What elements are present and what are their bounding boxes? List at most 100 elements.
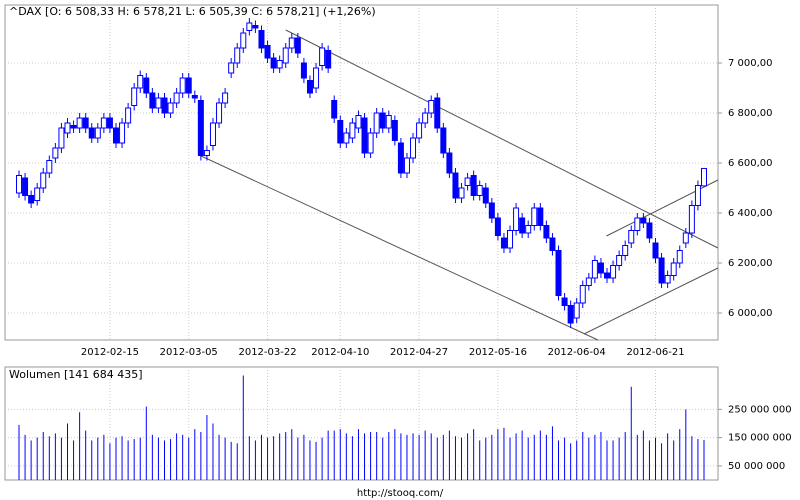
- x-tick-label: 2012-03-22: [238, 347, 296, 358]
- candle-body: [161, 97, 168, 114]
- candle-body: [70, 125, 77, 129]
- y-tick-label: 6 000,00: [728, 308, 773, 319]
- candle-body: [482, 187, 489, 204]
- candle-body: [567, 305, 574, 324]
- x-tick-label: 2012-04-10: [311, 347, 369, 358]
- candle-body: [46, 160, 53, 174]
- candle-body: [82, 117, 89, 129]
- y-tick-label: 150 000 000: [728, 433, 792, 444]
- candle-body: [555, 250, 562, 296]
- candle-body: [494, 217, 501, 236]
- candle-body: [543, 225, 550, 239]
- candle-body: [664, 275, 671, 284]
- candle-body: [652, 242, 659, 259]
- candle-body: [228, 62, 235, 74]
- candle-body: [319, 47, 326, 66]
- trendline: [583, 267, 719, 335]
- volume-layer: 50 000 000 150 000 000 250 000 000: [5, 367, 792, 480]
- candle-body: [500, 237, 507, 249]
- candle-body: [246, 22, 253, 31]
- x-tick-label: 2012-06-21: [626, 347, 684, 358]
- candle-body: [119, 122, 126, 144]
- candle-body: [131, 87, 138, 106]
- candle-body: [452, 172, 459, 199]
- candle-body: [579, 285, 586, 304]
- candle-body: [385, 115, 392, 129]
- candle-body: [64, 122, 71, 134]
- candle-body: [209, 122, 216, 146]
- candle-body: [337, 120, 344, 144]
- candle-body: [367, 132, 374, 154]
- volume-title: Wolumen [141 684 435]: [9, 368, 143, 381]
- y-tick-label: 6 200,00: [728, 258, 773, 269]
- candle-body: [155, 97, 162, 109]
- x-tick-label: 2012-06-04: [548, 347, 606, 358]
- candle-body: [464, 177, 471, 186]
- candle-body: [240, 32, 247, 49]
- candle-body: [234, 47, 241, 64]
- candle-body: [597, 262, 604, 274]
- price-panel: [4, 4, 719, 341]
- candle-body: [658, 257, 665, 284]
- candle-body: [276, 60, 283, 69]
- candle-body: [476, 185, 483, 196]
- candle-body: [203, 150, 210, 156]
- candle-body: [676, 250, 683, 264]
- candle-body: [191, 95, 198, 99]
- candle-body: [112, 127, 119, 144]
- x-tick-label: 2012-04-27: [390, 347, 448, 358]
- x-tick-label: 2012-05-16: [469, 347, 527, 358]
- x-tick-label: 2012-03-05: [160, 347, 218, 358]
- candle-body: [306, 80, 313, 94]
- candle-body: [610, 265, 617, 279]
- candle-body: [252, 25, 259, 29]
- candle-body: [470, 175, 477, 196]
- candle-body: [313, 67, 320, 89]
- y-tick-label: 6 400,00: [728, 208, 773, 219]
- candle-body: [300, 62, 307, 79]
- candle-body: [22, 177, 29, 196]
- candle-body: [373, 112, 380, 134]
- candle-body: [634, 217, 641, 231]
- candle-body: [355, 115, 362, 129]
- candle-body: [88, 127, 95, 139]
- source: http://stooq.com/: [357, 488, 444, 499]
- candle-body: [531, 207, 538, 226]
- candle-body: [537, 207, 544, 226]
- candle-body: [167, 102, 174, 114]
- candle-body: [410, 137, 417, 159]
- y-tick-label: 6 800,00: [728, 108, 773, 119]
- candle-body: [688, 205, 695, 234]
- candle-body: [640, 217, 647, 224]
- candle-body: [519, 217, 526, 234]
- candle-body: [604, 272, 611, 279]
- candle-body: [391, 120, 398, 141]
- candle-body: [440, 127, 447, 154]
- x-tick-label: 2012-02-15: [81, 347, 139, 358]
- candle-body: [616, 255, 623, 266]
- candle-body: [549, 237, 556, 251]
- candle-body: [137, 75, 144, 89]
- candle-body: [682, 232, 689, 244]
- candle-body: [585, 277, 592, 286]
- candle-body: [28, 195, 35, 204]
- trendline: [198, 154, 599, 341]
- candle-body: [622, 245, 629, 256]
- candle-body: [488, 202, 495, 219]
- y-tick-label: 250 000 000: [728, 404, 792, 415]
- candle-body: [216, 102, 223, 124]
- candle-body: [125, 107, 132, 124]
- price-layer: 6 000,00 6 200,00 6 400,00 6 600,00 6 800,00…: [5, 5, 773, 358]
- trendline: [285, 29, 719, 249]
- candle-body: [416, 122, 423, 139]
- volume-panel: [4, 366, 719, 481]
- candle-body: [76, 117, 83, 129]
- candle-body: [325, 50, 332, 69]
- candle-body: [270, 57, 277, 69]
- candle-body: [106, 117, 113, 129]
- candle-body: [40, 172, 47, 189]
- candle-body: [149, 92, 156, 109]
- candle-body: [294, 37, 301, 54]
- candle-body: [525, 225, 532, 234]
- candle-body: [282, 47, 289, 64]
